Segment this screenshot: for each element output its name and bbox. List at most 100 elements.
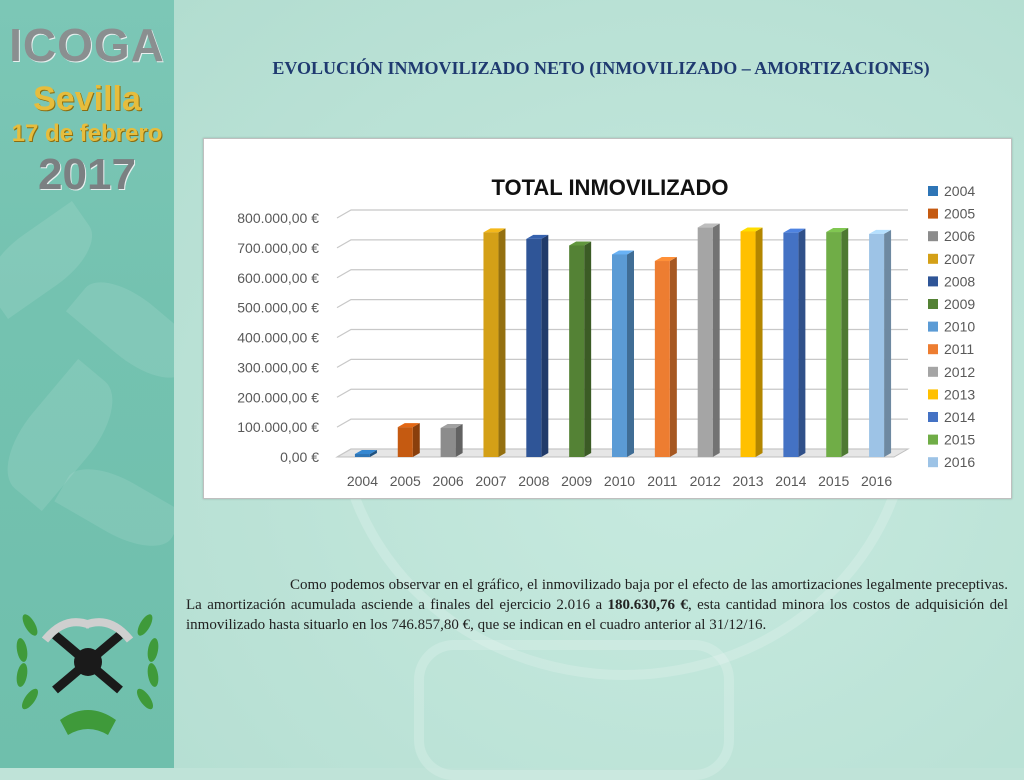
legend-label: 2016 [944,454,975,470]
x-tick-label: 2011 [647,473,677,489]
legend-label: 2010 [944,319,975,335]
legend-swatch [928,412,938,422]
bar-side [798,228,806,457]
bar-side [627,250,634,457]
description-paragraph: Como podemos observar en el gráfico, el … [186,575,1008,635]
gridline [336,388,908,398]
x-tick-label: 2015 [818,473,849,489]
bar [440,428,456,457]
legend-label: 2011 [944,341,974,357]
paragraph-text-2: , esta cantidad minora los costos de adq… [186,597,1008,633]
legend-swatch [928,389,938,400]
gridline [336,328,908,339]
legend-swatch [928,186,938,196]
brand-date: 17 de febrero [11,120,163,147]
legend-swatch [928,457,938,468]
gridline [336,299,908,309]
y-tick-label: 100.000,00 € [237,419,319,435]
sidebar: ICOGA Sevilla 17 de febrero 2017 [0,0,174,768]
y-tick-label: 500.000,00 € [237,300,319,316]
legend-swatch [928,366,938,377]
x-tick-label: 2004 [347,473,378,489]
gridline [336,209,908,219]
y-tick-label: 0,00 € [280,449,319,465]
y-tick-label: 200.000,00 € [237,389,319,405]
bar-top [354,450,377,455]
bar-top [483,228,506,233]
legend-label: 2013 [944,386,975,402]
paragraph-text-1: Como podemos observar en el gráfico, el … [186,577,1008,613]
x-tick-label: 2008 [518,473,549,489]
bar [354,454,370,457]
paragraph-bold-amount: 180.630,76 € [607,597,688,613]
legend-label: 2007 [944,251,975,267]
x-tick-label: 2012 [690,473,721,489]
legend-swatch [928,344,938,355]
bar-top [740,227,763,232]
bar [483,232,499,457]
bar-top [569,241,592,246]
gridline [336,269,908,279]
x-tick-label: 2016 [861,473,892,489]
bar-chart: TOTAL INMOVILIZADO 0,00 € 100.000,00 € 200.… [237,175,975,489]
x-tick-label: 2010 [604,473,635,489]
bar [740,231,756,457]
chart-title: TOTAL INMOVILIZADO [491,175,728,200]
bar-side [412,423,420,457]
bar [783,232,799,457]
brand-name: ICOGA [9,19,165,71]
y-tick-label: 700.000,00 € [237,240,319,256]
bar [526,238,542,457]
bar-side [669,257,677,457]
bar-top [397,423,420,428]
bar-side [712,223,720,457]
legend-label: 2015 [944,432,975,448]
bar [569,245,585,457]
x-tick-label: 2007 [475,473,506,489]
x-tick-label: 2013 [732,473,763,489]
legend-swatch [928,276,938,287]
watermark-decoration [414,640,734,780]
x-tick-label: 2014 [775,473,806,489]
bar-top [869,229,892,234]
slide-title: EVOLUCIÓN INMOVILIZADO NETO (INMOVILIZAD… [272,58,930,78]
bar-top [612,250,634,255]
bar [826,232,842,457]
x-tick-label: 2006 [433,473,464,489]
legend-swatch [928,321,938,332]
laurel-emblem-icon [16,614,159,735]
legend-swatch [928,299,938,309]
bar-side [455,424,463,457]
x-tick-label: 2009 [561,473,592,489]
legend-swatch [928,434,938,445]
x-tick-label: 2005 [390,473,421,489]
legend-label: 2012 [944,364,975,380]
y-tick-label: 600.000,00 € [237,270,319,286]
legend-swatch [928,208,938,219]
legend-label: 2014 [944,409,975,425]
bar [697,227,713,457]
bar-side [541,234,549,457]
bar-side [584,241,592,457]
chart-container: TOTAL INMOVILIZADO 0,00 € 100.000,00 € 200.… [203,138,1012,499]
legend-label: 2009 [944,296,975,312]
legend-swatch [928,253,938,264]
legend-label: 2006 [944,228,975,244]
bar [869,233,885,457]
bar-top [697,223,720,228]
bar-top [826,228,849,233]
y-tick-label: 400.000,00 € [237,330,319,346]
legend-label: 2008 [944,273,975,289]
gridline [336,418,908,428]
bar-top [654,257,677,262]
bar-side [755,227,763,457]
bar-top [526,234,549,239]
bar-side [884,229,892,457]
brand-city: Sevilla [33,80,141,118]
gridline [336,239,908,249]
bar-side [841,228,849,457]
bar [654,261,670,457]
bar [612,254,627,457]
bar-side [498,228,506,457]
gridline [336,358,908,368]
